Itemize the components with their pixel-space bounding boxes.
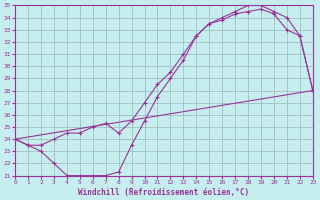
X-axis label: Windchill (Refroidissement éolien,°C): Windchill (Refroidissement éolien,°C): [78, 188, 250, 197]
